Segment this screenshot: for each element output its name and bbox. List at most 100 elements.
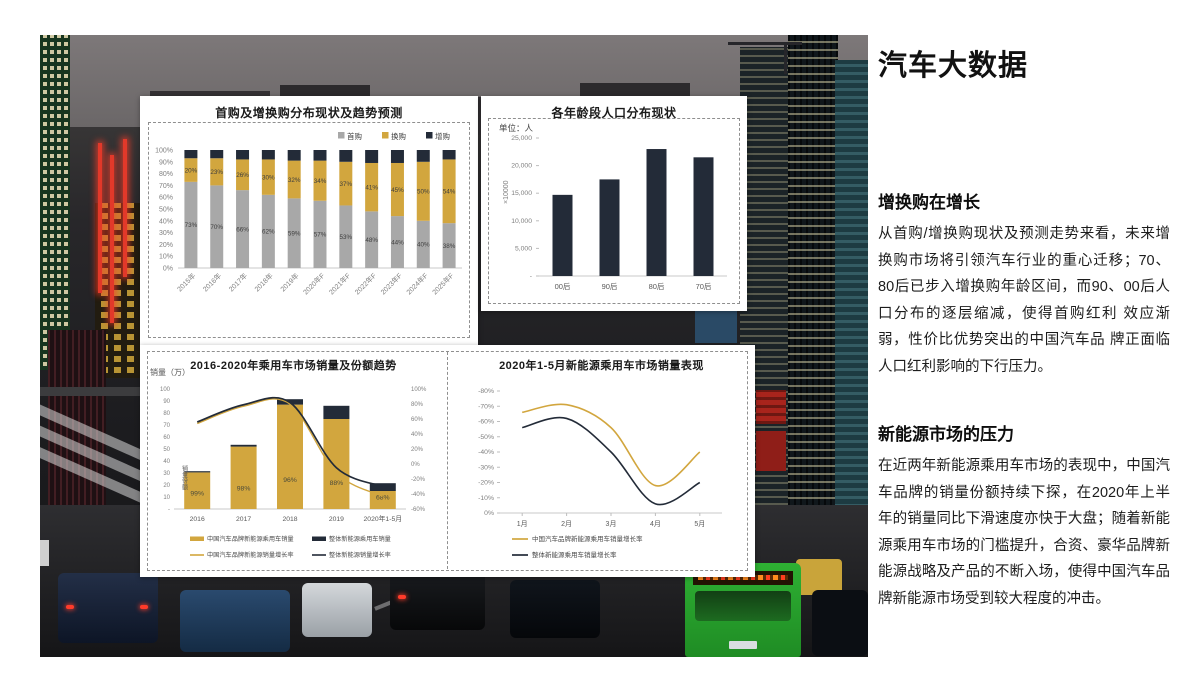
svg-text:中国汽车品牌新能源销量增长率: 中国汽车品牌新能源销量增长率: [207, 551, 294, 559]
svg-text:73%: 73%: [185, 222, 198, 229]
svg-text:2020年F: 2020年F: [301, 271, 326, 296]
red-signboard: [756, 431, 786, 471]
svg-text:-: -: [530, 273, 532, 280]
svg-text:20%: 20%: [411, 447, 424, 453]
svg-text:整体新能源乘用车销量增长率: 整体新能源乘用车销量增长率: [532, 550, 617, 559]
svg-text:-20%: -20%: [478, 480, 494, 487]
svg-text:0%: 0%: [411, 462, 420, 468]
svg-text:-10%: -10%: [478, 495, 494, 502]
red-neon-sign: [123, 139, 127, 277]
svg-text:80%: 80%: [159, 171, 173, 178]
svg-text:62%: 62%: [262, 229, 275, 236]
tail-light: [140, 605, 148, 609]
svg-text:26%: 26%: [236, 172, 249, 179]
svg-text:2015年: 2015年: [175, 271, 197, 293]
bar-chart: - 5,000 10,000 15,000 20,000 25,000 00后 90后 80后 7…: [511, 135, 727, 291]
tail-light: [398, 595, 406, 599]
section-body: 从首购/增换购现状及预测走势来看，未来增换购市场将引领汽车行业的重心迁移；70、…: [878, 226, 1170, 375]
text-column: 汽车大数据 增换购在增长 从首购/增换购现状及预测走势来看，未来增换购市场将引领…: [878, 42, 1170, 642]
svg-text:98%: 98%: [237, 486, 251, 493]
svg-text:10: 10: [163, 495, 170, 501]
svg-text:-50%: -50%: [478, 434, 494, 441]
svg-text:4月: 4月: [650, 520, 661, 528]
blue-sedan: [180, 590, 290, 652]
svg-text:100%: 100%: [155, 148, 173, 155]
svg-text:整体新能源乘用车销量: 整体新能源乘用车销量: [329, 535, 391, 543]
svg-text:-40%: -40%: [478, 449, 494, 456]
section-body: 在近两年新能源乘用车市场的表现中，中国汽车品牌的销量份额持续下探，在2020年上…: [878, 458, 1170, 607]
svg-text:2024年F: 2024年F: [404, 271, 429, 296]
svg-text:2018年: 2018年: [252, 271, 274, 293]
svg-text:59%: 59%: [288, 230, 301, 237]
svg-text:-70%: -70%: [478, 403, 494, 410]
svg-text:50%: 50%: [159, 207, 173, 214]
svg-text:2023年F: 2023年F: [379, 271, 404, 296]
svg-text:44%: 44%: [391, 239, 404, 246]
svg-text:-30%: -30%: [478, 464, 494, 471]
svg-text:3月: 3月: [606, 520, 617, 528]
svg-text:99%: 99%: [190, 491, 204, 498]
svg-text:37%: 37%: [340, 181, 353, 188]
panel-purchase-distribution: 首购及增换购分布现状及趋势预测 0% 10% 20% 30% 40% 50% 60% 70% 8…: [140, 96, 478, 345]
bus-license-plate: [729, 641, 757, 649]
chart-border: [148, 122, 470, 338]
dark-car: [812, 590, 868, 656]
svg-text:-20%: -20%: [411, 477, 426, 483]
svg-text:60%: 60%: [411, 417, 424, 423]
svg-text:40%: 40%: [159, 218, 173, 225]
svg-text:增购: 增购: [435, 131, 450, 141]
dark-car: [390, 570, 485, 630]
svg-text:2020年1-5月: 2020年1-5月: [364, 514, 403, 523]
red-neon-sign: [98, 143, 102, 293]
svg-text:10%: 10%: [159, 254, 173, 261]
svg-text:53%: 53%: [340, 234, 353, 241]
svg-text:30%: 30%: [159, 230, 173, 237]
svg-text:0%: 0%: [484, 510, 494, 517]
section-heading: 新能源市场的压力: [878, 425, 1014, 444]
line-chart: -80% -70% -60% -50% -40% -30% -20% -10% 0% 1月 2月 3月…: [478, 388, 722, 559]
svg-text:中国汽车品牌新能源乘用车销量: 中国汽车品牌新能源乘用车销量: [207, 535, 294, 543]
roadside-sign: [40, 540, 49, 566]
combo-bar-line-chart: - 10 20 30 40 50 60 70 80 90 100 -60% -40% -20% 0% 20% 4…: [160, 387, 427, 559]
chart-divider: [447, 352, 448, 569]
svg-text:整体新能源销量增长率: 整体新能源销量增长率: [329, 551, 391, 559]
svg-text:70后: 70后: [696, 281, 712, 291]
svg-text:-80%: -80%: [478, 388, 494, 395]
svg-text:90: 90: [163, 399, 170, 405]
svg-text:15,000: 15,000: [511, 190, 532, 197]
svg-text:1月: 1月: [517, 520, 528, 528]
svg-text:2018: 2018: [282, 516, 297, 523]
svg-text:2月: 2月: [561, 520, 572, 528]
svg-text:换购: 换购: [391, 131, 406, 141]
svg-text:80: 80: [163, 411, 170, 417]
svg-text:68%: 68%: [376, 494, 390, 501]
svg-text:00后: 00后: [555, 281, 571, 291]
chart-title-population: 各年龄段人口分布现状: [551, 106, 677, 120]
svg-text:30: 30: [163, 471, 170, 477]
red-neon-sign: [110, 155, 114, 323]
tail-light: [66, 605, 74, 609]
chart-border: [488, 118, 740, 304]
svg-text:2025年F: 2025年F: [430, 271, 455, 296]
svg-text:38%: 38%: [443, 243, 456, 250]
svg-text:25,000: 25,000: [511, 135, 532, 142]
svg-text:50: 50: [163, 447, 170, 453]
nev-growth-chart-area: 2020年1-5月新能源乘用车市场销量表现 -80% -70% -60% -50% -4…: [448, 345, 755, 577]
svg-text:60%: 60%: [159, 195, 173, 202]
svg-text:0%: 0%: [163, 266, 173, 273]
svg-text:20%: 20%: [185, 167, 198, 174]
svg-text:-60%: -60%: [411, 507, 426, 513]
svg-text:41%: 41%: [365, 184, 378, 191]
overpass: [40, 387, 140, 396]
svg-text:2021年F: 2021年F: [327, 271, 352, 296]
svg-text:-: -: [168, 507, 170, 513]
section-heading: 增换购在增长: [878, 193, 980, 212]
svg-text:20%: 20%: [159, 242, 173, 249]
unit-label: 单位：人: [499, 123, 534, 133]
svg-text:2016: 2016: [190, 516, 205, 523]
svg-text:中国汽车品牌新能源乘用车销量增长率: 中国汽车品牌新能源乘用车销量增长率: [532, 534, 643, 543]
svg-text:5月: 5月: [694, 520, 705, 528]
svg-text:40: 40: [163, 459, 170, 465]
chart-title-nev-sales: 2016-2020年乘用车市场销量及份额趋势: [190, 360, 397, 372]
